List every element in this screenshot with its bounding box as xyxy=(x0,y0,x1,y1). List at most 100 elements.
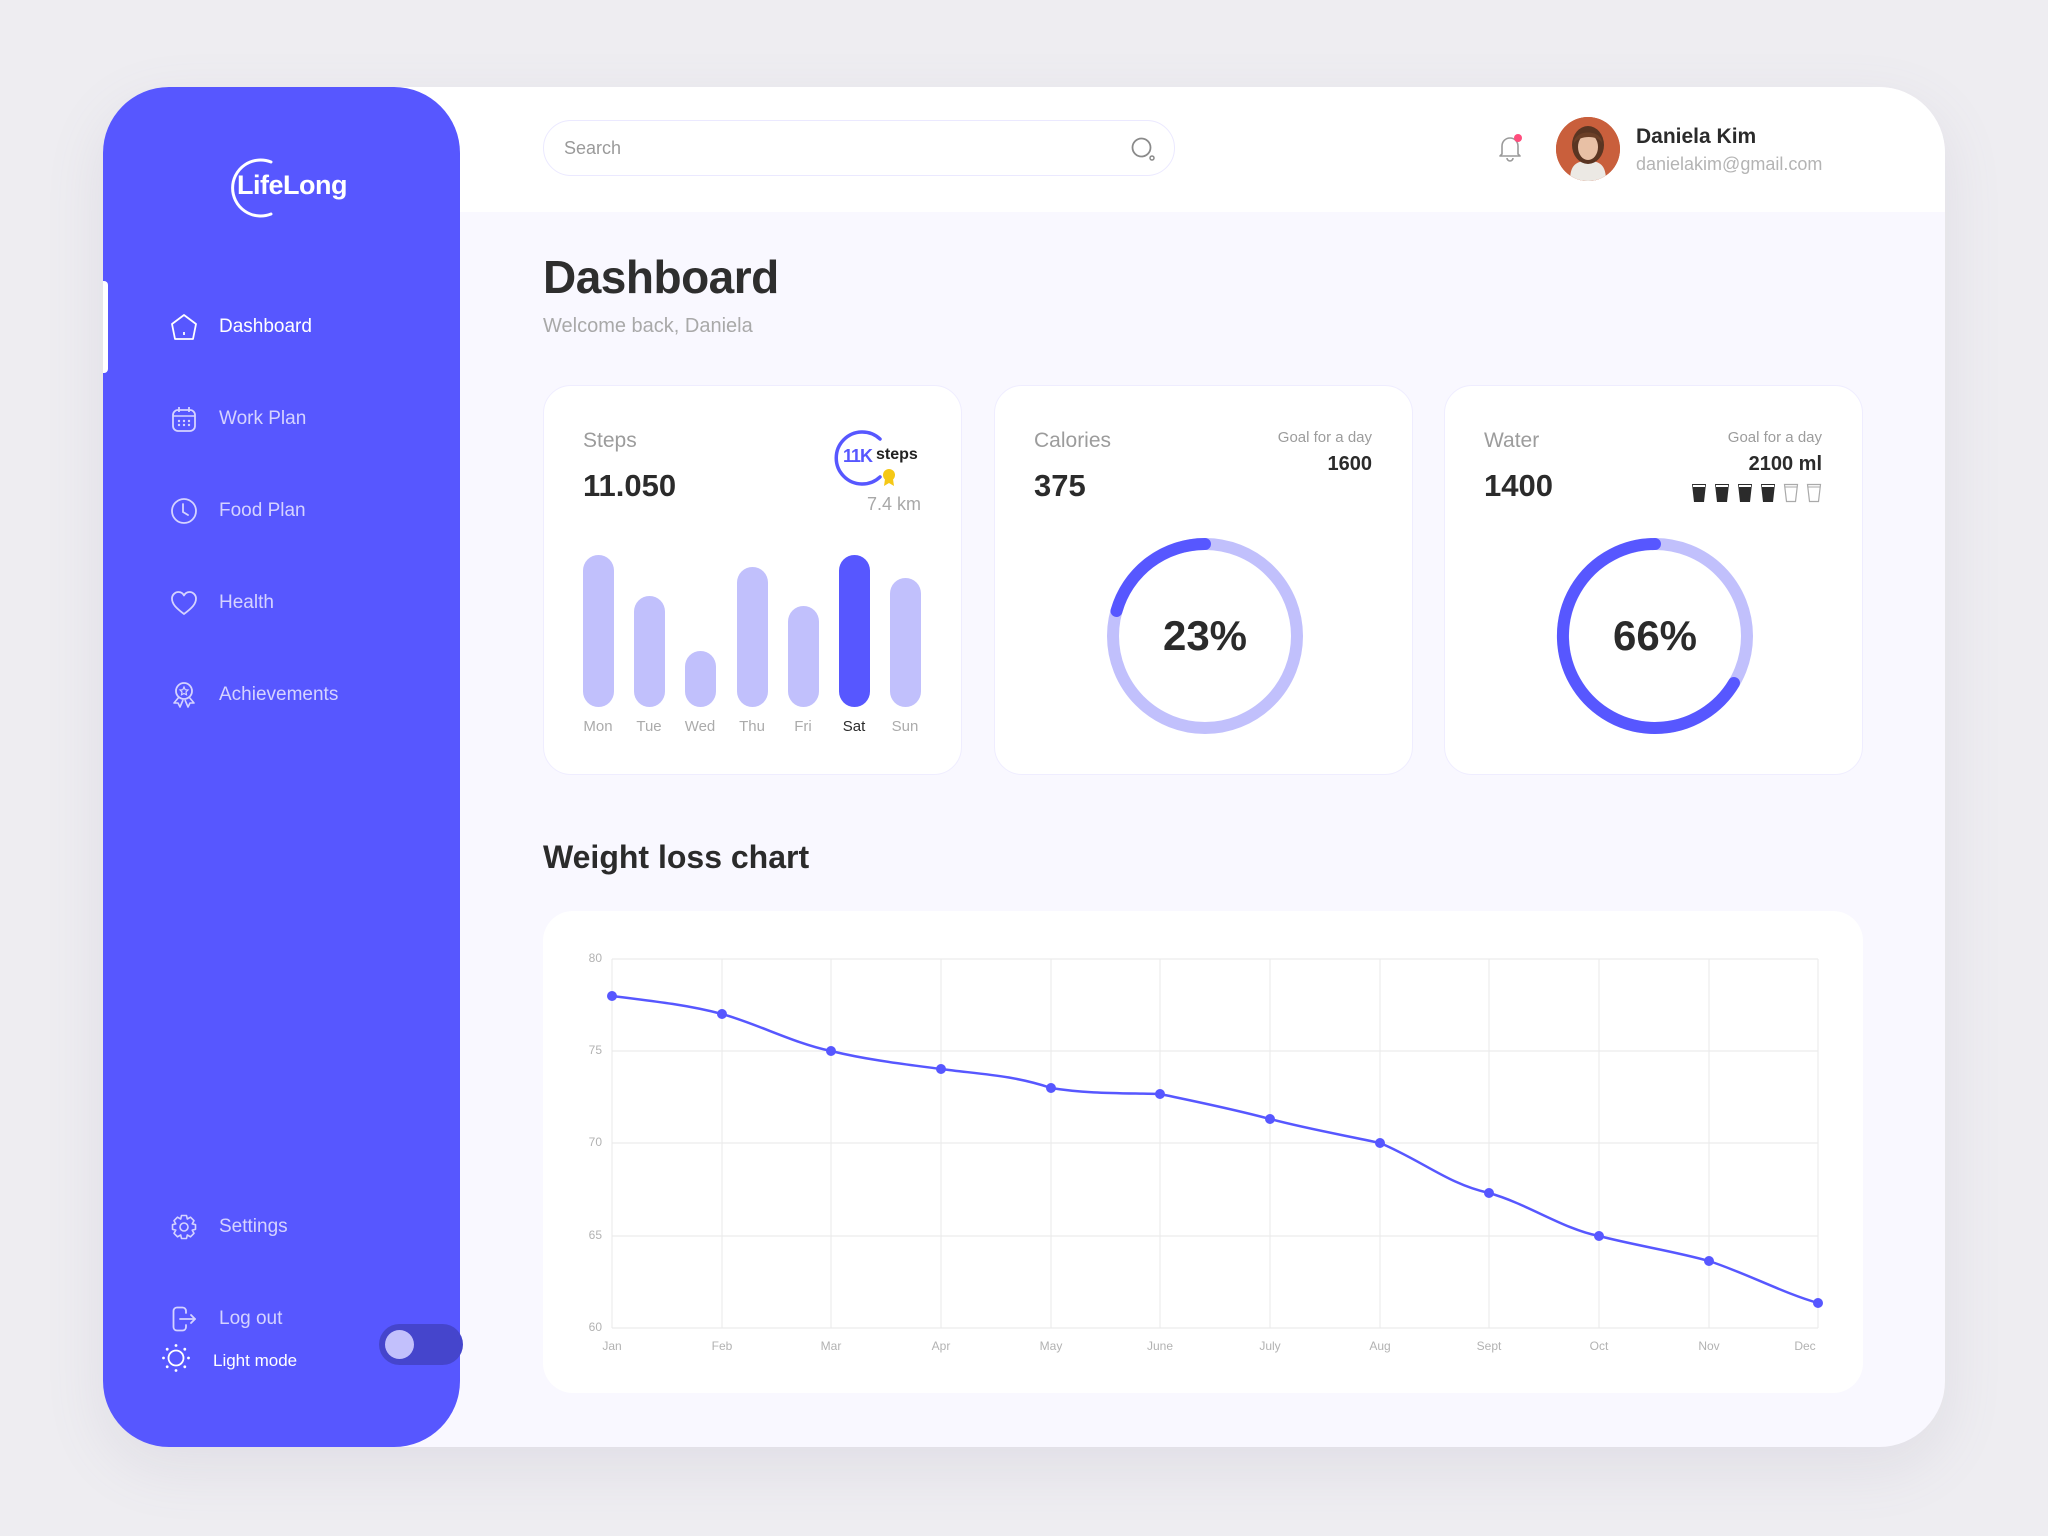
cup-filled-icon xyxy=(1761,484,1775,502)
cup-filled-icon xyxy=(1738,484,1752,502)
page-subtitle: Welcome back, Daniela xyxy=(543,315,753,337)
y-tick: 65 xyxy=(588,1228,602,1242)
y-tick: 75 xyxy=(588,1043,602,1057)
day-label: Thu xyxy=(739,718,765,735)
sidebar-item-health[interactable]: Health xyxy=(169,583,274,623)
steps-goal-badge: 11K steps xyxy=(826,428,926,488)
sidebar-item-label: Dashboard xyxy=(219,316,312,337)
x-tick: Sept xyxy=(1476,1339,1502,1353)
active-indicator xyxy=(103,281,108,373)
sidebar-item-label: Food Plan xyxy=(219,500,306,521)
day-label: Fri xyxy=(794,718,812,735)
user-email: danielakim@gmail.com xyxy=(1636,154,1823,174)
sun-icon xyxy=(161,1343,191,1378)
water-title: Water xyxy=(1484,429,1540,452)
water-cups xyxy=(1691,483,1822,503)
home-icon xyxy=(169,312,199,342)
x-tick: Jan xyxy=(602,1339,622,1353)
steps-distance: 7.4 km xyxy=(866,494,921,514)
x-tick: May xyxy=(1039,1339,1063,1353)
bar-fri[interactable] xyxy=(788,606,819,707)
sidebar-item-label: Work Plan xyxy=(219,408,307,429)
bar-tue[interactable] xyxy=(634,596,665,707)
sidebar-item-food-plan[interactable]: Food Plan xyxy=(169,491,306,531)
bar-sun[interactable] xyxy=(890,578,921,707)
light-mode-toggle[interactable] xyxy=(379,1324,463,1365)
user-name: Daniela Kim xyxy=(1636,125,1757,148)
x-tick: Feb xyxy=(711,1339,733,1353)
steps-title: Steps xyxy=(583,429,637,452)
x-tick: Apr xyxy=(931,1339,951,1353)
sidebar: LifeLong Dashboard Work Plan Food Plan H… xyxy=(103,87,463,1447)
sidebar-item-logout[interactable]: Log out xyxy=(169,1299,282,1339)
badge-unit: steps xyxy=(876,446,918,463)
water-goal-value: 2100 ml xyxy=(1748,453,1822,475)
search-icon[interactable] xyxy=(1130,136,1156,167)
water-goal-label: Goal for a day xyxy=(1727,429,1822,446)
water-progress-ring xyxy=(1556,538,1753,734)
calories-goal-label: Goal for a day xyxy=(1277,429,1372,446)
search-input[interactable] xyxy=(564,121,1084,175)
x-tick: Nov xyxy=(1698,1339,1720,1353)
heart-icon xyxy=(169,588,199,618)
app-window: Daniela Kim danielakim@gmail.com Dashboa… xyxy=(103,87,1945,1447)
steps-card: Steps 11.050 11K steps 7.4 km Mon Tue We… xyxy=(543,385,962,775)
y-tick: 70 xyxy=(588,1135,602,1149)
cup-empty-icon xyxy=(1783,483,1799,503)
clock-icon xyxy=(169,496,199,526)
weight-loss-chart: 80 75 70 65 60 Jan Feb Mar Apr May June … xyxy=(543,911,1863,1393)
cup-empty-icon xyxy=(1806,483,1822,503)
sidebar-item-settings[interactable]: Settings xyxy=(169,1207,288,1247)
logo[interactable]: LifeLong xyxy=(223,152,363,224)
sidebar-item-label: Health xyxy=(219,592,274,613)
x-tick: July xyxy=(1259,1339,1281,1353)
page-title: Dashboard xyxy=(543,251,779,303)
x-tick: Aug xyxy=(1369,1339,1391,1353)
toggle-knob[interactable] xyxy=(385,1330,414,1359)
bar-sat[interactable] xyxy=(839,555,870,707)
avatar[interactable] xyxy=(1556,117,1620,181)
logo-ring-icon xyxy=(231,158,273,218)
water-card: Water 1400 Goal for a day 2100 ml 66% xyxy=(1444,385,1863,775)
day-label: Mon xyxy=(583,718,613,735)
bar-mon[interactable] xyxy=(583,555,614,707)
x-tick: June xyxy=(1146,1339,1174,1353)
cup-filled-icon xyxy=(1715,484,1729,502)
steps-bar-chart xyxy=(583,555,928,707)
y-tick: 80 xyxy=(588,951,602,965)
calories-goal-value: 1600 xyxy=(1327,453,1373,475)
search-box[interactable] xyxy=(543,120,1175,176)
x-tick: Oct xyxy=(1589,1339,1609,1353)
water-percent: 66% xyxy=(1612,612,1698,659)
day-label: Tue xyxy=(636,718,662,735)
calories-value: 375 xyxy=(1034,468,1086,503)
x-tick: Dec xyxy=(1794,1339,1816,1353)
sidebar-item-label: Log out xyxy=(219,1308,283,1329)
bar-thu[interactable] xyxy=(737,567,768,707)
light-mode-label: Light mode xyxy=(213,1350,298,1370)
x-tick: Mar xyxy=(820,1339,842,1353)
light-mode-control: Light mode xyxy=(161,1324,463,1378)
calendar-icon xyxy=(169,404,199,434)
logout-icon xyxy=(169,1304,199,1334)
day-label: Wed xyxy=(684,718,716,735)
sidebar-item-work-plan[interactable]: Work Plan xyxy=(169,399,306,439)
sidebar-item-achievements[interactable]: Achievements xyxy=(169,675,338,715)
y-tick: 60 xyxy=(588,1320,602,1334)
calories-percent: 23% xyxy=(1162,612,1248,659)
badge-value: 11K xyxy=(843,446,873,466)
day-label: Sun xyxy=(891,718,919,735)
sidebar-item-label: Settings xyxy=(219,1216,288,1237)
logo-text: LifeLong xyxy=(237,170,347,200)
notification-bell-icon[interactable] xyxy=(1493,131,1527,165)
calories-title: Calories xyxy=(1034,429,1112,452)
sidebar-item-label: Achievements xyxy=(219,684,339,705)
sidebar-item-dashboard[interactable]: Dashboard xyxy=(169,307,312,347)
steps-value: 11.050 xyxy=(583,468,677,503)
bar-wed[interactable] xyxy=(685,651,716,707)
calories-card: Calories 375 Goal for a day 1600 23% xyxy=(994,385,1413,775)
goal-ring-icon xyxy=(834,430,895,486)
gear-icon xyxy=(169,1212,199,1242)
line-chart xyxy=(607,958,1823,1329)
weight-chart-title: Weight loss chart xyxy=(543,839,810,875)
